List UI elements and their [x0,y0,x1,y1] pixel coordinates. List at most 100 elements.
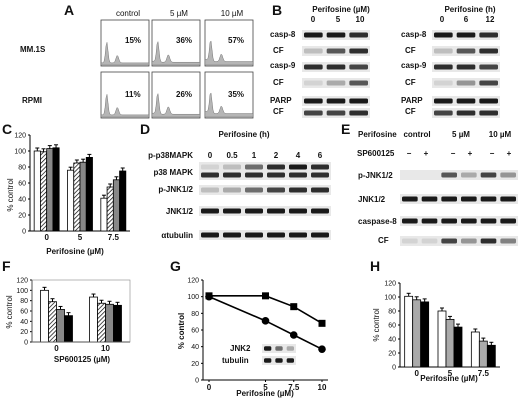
panel-f-x-tick-label: 10 [101,344,110,353]
panel-g-inset-blot-tubulin-band [275,358,283,363]
panel-d-blot-band [267,187,285,193]
panel-d-blot-band [245,232,263,238]
panel-g-series-line [208,295,323,350]
panel-g-square-point [318,319,326,327]
panel-b-left-title: Perifosine (µM) [312,5,370,14]
histogram-trace [100,94,150,118]
panel-e-blot-band [500,238,516,244]
panel-h-x-tick-label: 7.5 [478,369,490,378]
histogram-trace [100,42,150,66]
panel-f-x-tick-label: 0 [54,344,59,353]
panel-d-blot-band [223,208,241,214]
panel-c-bar [40,151,48,232]
panel-h-bar [412,299,422,368]
panel-e-blot-band [480,218,497,224]
panel-a-col-5um: 5 µM [170,9,188,18]
histogram-trace [151,92,201,118]
panel-d-blot-band [245,164,263,170]
panel-d-row-p38: p38 MAPK [153,168,193,177]
panel-e-blot-band [441,238,457,244]
panel-d-blot-band [267,164,285,170]
panel-d-blot-band [245,172,263,178]
panel-d-row-tubulin: αtubulin [161,231,193,240]
panel-h-x-tick-label: 0 [414,369,419,378]
panel-g-y-tick-label: 20 [191,361,199,368]
panel-b-right-blot-band [434,98,453,104]
panel-b-row-cf2-r: CF [405,78,416,87]
panel-d-blot-band [201,172,219,178]
panel-d-blot-band [201,232,219,238]
panel-d-blot-membrane [199,185,331,195]
panel-b-left-blot-band [349,48,368,54]
panel-b-row-cf2: CF [273,78,284,87]
panel-e-letter: E [341,121,350,137]
panel-e-sign-4: + [468,149,473,158]
panel-b-row-parp: PARP [270,96,292,105]
panel-e-blot-band [441,172,457,178]
panel-g-inset-blot-jnk2-band [275,346,283,351]
panel-b-right-blot-band [479,80,498,86]
panel-b-left-blot-band [326,80,346,86]
panel-g-ylabel: % control [177,313,186,349]
panel-d-blot-band [201,164,219,170]
panel-d-blot-band [223,172,241,178]
panel-b-left-blot-band [326,98,346,104]
panel-f-bar [97,302,106,343]
panel-d-blot-band [311,187,329,193]
panel-b-right-blot-band [456,48,476,54]
panel-e-sign-6: + [507,149,512,158]
panel-c-bar [112,179,120,232]
panel-e-row-casp8: caspase-8 [358,217,397,226]
histogram-trace [204,40,254,66]
panel-a-pct-mm1s-5: 36% [176,36,192,45]
panel-c-bar [119,170,127,232]
panel-f-y-tick-label: 100 [16,288,28,295]
panel-g-circle-point [261,317,270,325]
panel-d-blot-band [311,232,329,238]
panel-b-left-blot-band [304,64,323,70]
panel-b-row-casp9-r: casp-9 [401,61,427,70]
panel-d-blot-band [289,164,307,170]
panel-b-row-cf1-r: CF [405,46,416,55]
panel-e-inhibitor: SP600125 [357,149,395,158]
panel-e-sign-1: − [407,149,412,158]
panel-f-bar [48,301,57,343]
panel-g-inset-blot-jnk2-band [286,346,294,351]
panel-b-right-blot-band [434,80,453,86]
panel-a-col-10um: 10 µM [221,9,244,18]
panel-c-ylabel: % control [6,178,15,212]
panel-f-chart: 0 20 40 60 80 100 120 0 10 [16,278,131,353]
panel-b-right-title: Perifosine (h) [444,5,495,14]
panel-f-bar [56,309,65,343]
panel-b-right-blot-band [479,48,498,54]
panel-a-pct-rpmi-5: 26% [176,90,192,99]
panel-d-lane-1: 1 [252,151,257,160]
panel-d-blot-band [289,232,307,238]
panel-c-y-tick-label: 80 [18,165,26,172]
panel-b-right-blot-band [434,48,453,54]
panel-f-y-tick-label: 120 [16,278,28,285]
panel-a-pct-rpmi-control: 11% [125,90,141,99]
panel-d-blot-band [289,208,307,214]
panel-b-left-blot-band [326,110,346,116]
panel-b-right-blot-band [456,80,476,86]
panel-f-ylabel: % control [5,295,14,329]
panel-c-x-tick-label: 7.5 [108,233,120,242]
panel-e-group-control: control [403,130,430,139]
panel-g-xlabel: Perifosine (µM) [236,389,294,398]
panel-g-y-tick-label: 100 [187,294,199,301]
panel-d-blots: 0 0.5 1 2 4 6 [199,151,331,240]
panel-b-right-blot-band [456,98,476,104]
panel-f-bar [113,304,122,343]
panel-b-left-blot-membrane [302,78,370,88]
panel-d-lane-6: 6 [318,151,323,160]
panel-g-x-tick-label: 10 [318,383,327,392]
panel-b-right-blot-band [479,110,498,116]
panel-c-x-tick-label: 5 [78,233,83,242]
panel-b-lane-10: 10 [356,15,365,24]
panel-h-x-tick-label: 5 [448,369,453,378]
panel-b-right-blot-band [456,110,476,116]
panel-c-letter: C [2,121,12,137]
panel-g-inset-blot-tubulin-band [264,358,272,363]
